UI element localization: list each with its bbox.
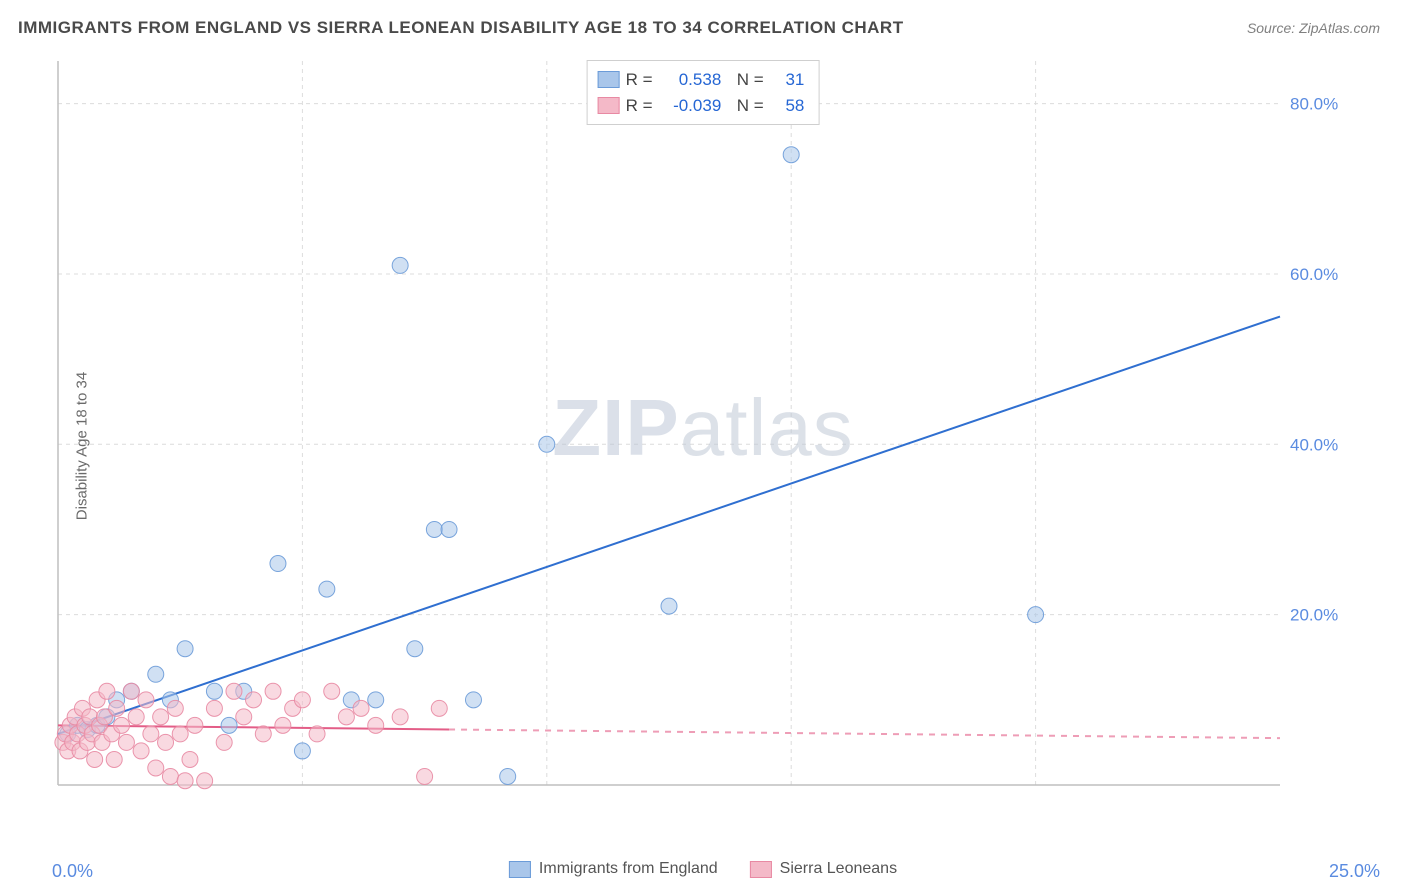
source-attribution: Source: ZipAtlas.com	[1247, 20, 1380, 36]
legend-bottom-label-england: Immigrants from England	[539, 860, 718, 878]
legend-swatch-sierra	[598, 97, 620, 114]
legend-r-label: R =	[626, 67, 658, 93]
legend-row-sierra: R = -0.039 N = 58	[598, 93, 805, 119]
legend-n-label: N =	[727, 67, 768, 93]
legend-r-value-england: 0.538	[663, 67, 721, 93]
legend-r-label: R =	[626, 93, 658, 119]
scatter-plot: 20.0% 40.0% 60.0% 80.0%	[50, 55, 1350, 825]
legend-bottom-swatch-sierra	[750, 861, 772, 878]
legend-bottom-item-england: Immigrants from England	[509, 860, 718, 878]
svg-text:40.0%: 40.0%	[1290, 435, 1338, 454]
legend-row-england: R = 0.538 N = 31	[598, 67, 805, 93]
legend-r-value-sierra: -0.039	[663, 93, 721, 119]
legend-bottom-label-sierra: Sierra Leoneans	[780, 860, 897, 878]
x-axis-min-label: 0.0%	[52, 861, 93, 882]
legend-n-value-england: 31	[774, 67, 804, 93]
legend-bottom: Immigrants from England Sierra Leoneans	[509, 860, 897, 878]
svg-text:60.0%: 60.0%	[1290, 265, 1338, 284]
legend-bottom-item-sierra: Sierra Leoneans	[750, 860, 897, 878]
legend-correlation-box: R = 0.538 N = 31 R = -0.039 N = 58	[587, 60, 820, 125]
legend-n-label: N =	[727, 93, 768, 119]
chart-title: IMMIGRANTS FROM ENGLAND VS SIERRA LEONEA…	[18, 18, 904, 38]
x-axis-max-label: 25.0%	[1329, 861, 1380, 882]
legend-n-value-sierra: 58	[774, 93, 804, 119]
legend-swatch-england	[598, 71, 620, 88]
svg-text:20.0%: 20.0%	[1290, 606, 1338, 625]
legend-bottom-swatch-england	[509, 861, 531, 878]
svg-text:80.0%: 80.0%	[1290, 95, 1338, 114]
